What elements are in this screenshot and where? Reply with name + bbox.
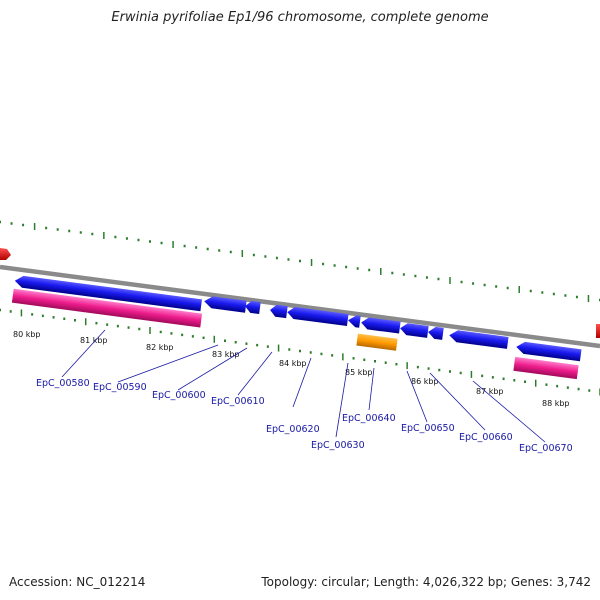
gene-label-line: [292, 357, 312, 408]
gene-label-line: [177, 347, 248, 391]
gene-label[interactable]: EpC_00600: [152, 390, 206, 401]
map-title: Erwinia pyrifoliae Ep1/96 chromosome, co…: [111, 10, 489, 25]
scale-label: 86 kbp: [411, 377, 439, 386]
gene-cds-epc00640[interactable]: [360, 317, 401, 334]
gene-cds-epc00590[interactable]: [203, 295, 247, 313]
scale-label: 87 kbp: [476, 387, 504, 396]
gene-cds-epc00620[interactable]: [286, 306, 349, 326]
gene-label[interactable]: EpC_00610: [211, 396, 265, 407]
scale-label: 83 kbp: [212, 350, 240, 359]
gene-label-line: [368, 367, 375, 411]
scale-label: 85 kbp: [345, 368, 373, 377]
gene-cds-epc00670a[interactable]: [448, 329, 509, 349]
gene-label[interactable]: EpC_00650: [401, 423, 455, 434]
gene-cds-epc00580[interactable]: [14, 275, 202, 312]
gene-label-line: [237, 351, 273, 396]
gene-label-line: [472, 380, 546, 443]
gene-rrna-epc00580[interactable]: [11, 288, 203, 328]
edge-feature-left: [0, 248, 11, 260]
gene-rrna-epc00670[interactable]: [513, 356, 579, 380]
scale-labels: 80 kbp 81 kbp 82 kbp 83 kbp 84 kbp 85 kbp 86 k…: [13, 330, 570, 408]
genome-backbone: [0, 264, 600, 349]
scale-label: 84 kbp: [279, 359, 307, 368]
edge-feature-right: [596, 324, 600, 338]
gene-cds-epc00670[interactable]: [515, 341, 582, 362]
gene-labels: EpC_00580 EpC_00590 EpC_00600 EpC_00610 EpC_…: [36, 329, 573, 454]
gene-label[interactable]: EpC_00630: [311, 440, 365, 451]
gene-label-line: [61, 329, 106, 378]
gene-label-line: [335, 362, 349, 438]
gene-label-line: [429, 372, 486, 431]
gene-label[interactable]: EpC_00670: [519, 443, 573, 454]
gene-label-line: [406, 370, 428, 423]
scale-label: 82 kbp: [146, 343, 174, 352]
gene-label[interactable]: EpC_00640: [342, 413, 396, 424]
inner-tick-ring: [0, 308, 600, 396]
gene-cds-epc00600[interactable]: [244, 300, 261, 314]
scale-label: 80 kbp: [13, 330, 41, 339]
gene-cds-epc00660[interactable]: [427, 326, 444, 340]
gene-cds-epc00650[interactable]: [399, 322, 429, 338]
gene-cds-epc00610[interactable]: [269, 304, 288, 319]
scale-label: 81 kbp: [80, 336, 108, 345]
gene-label[interactable]: EpC_00580: [36, 378, 90, 389]
scale-label: 88 kbp: [542, 399, 570, 408]
gene-cds-epc00630[interactable]: [347, 314, 361, 328]
topology-text: Topology: circular; Length: 4,026,322 bp…: [261, 575, 591, 589]
gene-label[interactable]: EpC_00590: [93, 382, 147, 393]
gene-label[interactable]: EpC_00660: [459, 432, 513, 443]
accession-text: Accession: NC_012214: [9, 575, 146, 589]
gene-label[interactable]: EpC_00620: [266, 424, 320, 435]
gene-trna-epc00640[interactable]: [356, 333, 398, 351]
gene-label-line: [117, 344, 219, 383]
outer-tick-ring: [0, 220, 600, 302]
